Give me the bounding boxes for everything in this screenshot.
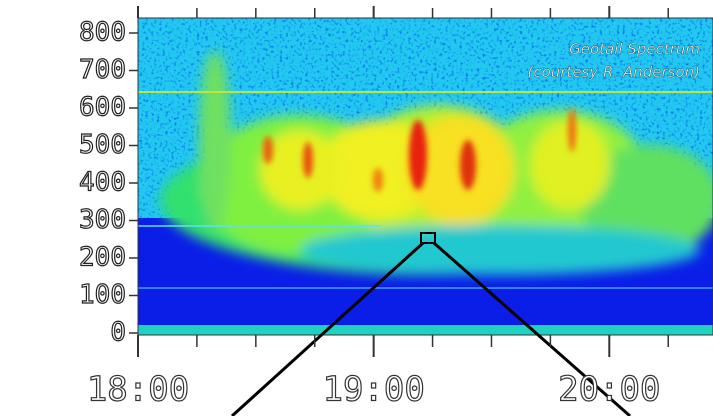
y-tick-label: 700 bbox=[79, 55, 126, 85]
y-tick-label: 100 bbox=[79, 280, 126, 310]
y-tick-label: 500 bbox=[79, 130, 126, 160]
zoom-line bbox=[230, 241, 425, 416]
y-tick-label: 300 bbox=[79, 205, 126, 235]
y-tick-label: 800 bbox=[79, 18, 126, 48]
annotation: Geotail Spectrum bbox=[569, 40, 700, 58]
annotation: (courtesy R. Anderson) bbox=[527, 63, 700, 81]
y-tick-label: 0 bbox=[110, 318, 126, 348]
y-tick-label: 400 bbox=[79, 168, 126, 198]
plot-frame bbox=[137, 17, 713, 336]
x-tick-label: 20:00 bbox=[558, 370, 660, 410]
x-tick-label: 18:00 bbox=[87, 370, 189, 410]
x-tick-label: 19:00 bbox=[322, 370, 424, 410]
zoom-box bbox=[420, 232, 436, 244]
y-tick-label: 600 bbox=[79, 93, 126, 123]
spectrogram bbox=[138, 18, 713, 335]
zoom-line bbox=[433, 241, 631, 416]
y-tick-label: 200 bbox=[79, 243, 126, 273]
